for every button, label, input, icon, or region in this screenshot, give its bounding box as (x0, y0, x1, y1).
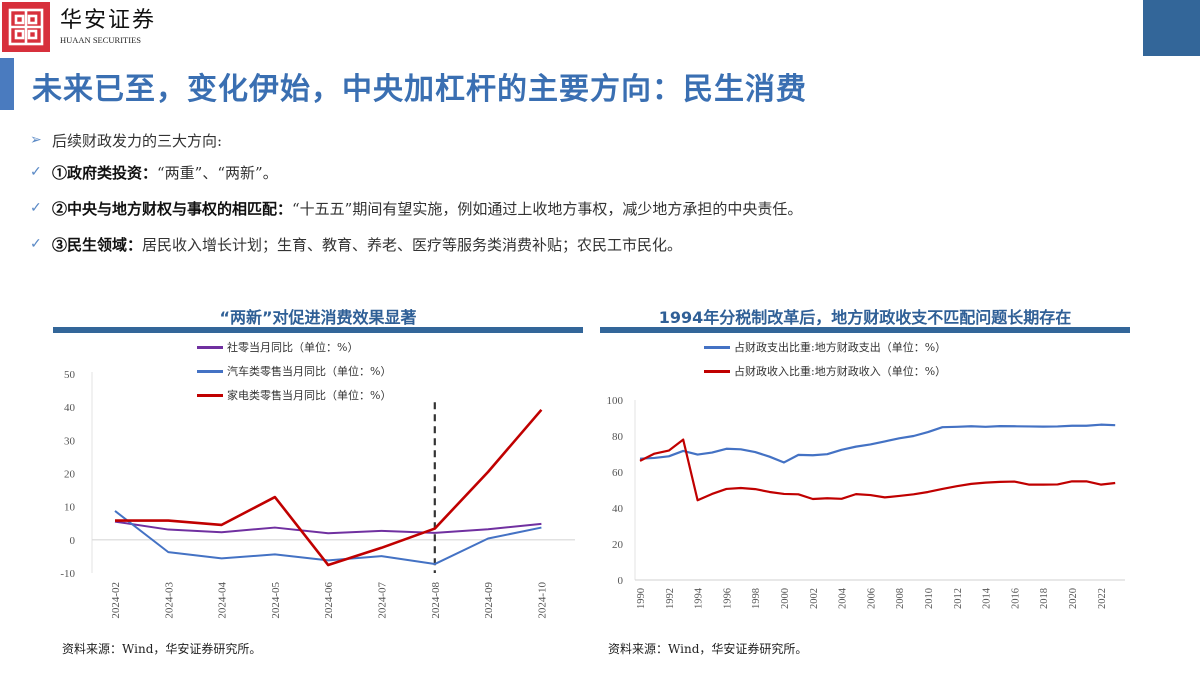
svg-text:60: 60 (612, 467, 624, 479)
svg-text:2024-10: 2024-10 (536, 582, 548, 619)
check-icon: ✓ (30, 164, 42, 180)
legend-swatch-blue (704, 345, 730, 349)
right-chart-source: 资料来源：Wind，华安证券研究所。 (608, 642, 808, 656)
svg-text:2024-06: 2024-06 (323, 582, 335, 619)
legend-label: 汽车类零售当月同比（单位：%） (227, 365, 392, 378)
right-chart-title-rule (600, 327, 1130, 333)
svg-text:2024-02: 2024-02 (110, 582, 122, 619)
svg-text:2024-05: 2024-05 (270, 582, 282, 619)
page-title: 未来已至，变化伊始，中央加杠杆的主要方向：民生消费 (32, 72, 807, 107)
svg-text:80: 80 (612, 431, 624, 443)
legend-item: 占财政支出比重:地方财政支出（单位：%） (704, 335, 946, 359)
series-line (115, 408, 543, 567)
bullet-item-text: “十五五”期间有望实施，例如通过上收地方事权，减少地方承担的中央责任。 (292, 199, 803, 218)
legend-item: 家电类零售当月同比（单位：%） (197, 383, 391, 407)
legend-swatch-purple (197, 345, 223, 349)
svg-text:1990: 1990 (636, 588, 647, 609)
check-icon: ✓ (30, 236, 42, 252)
legend-label: 社零当月同比（单位：%） (227, 341, 359, 354)
svg-text:30: 30 (64, 435, 76, 447)
bullet-list: ➢ 后续财政发力的三大方向: ✓ ①政府类投资： “两重”、“两新”。 ✓ ②中… (30, 126, 802, 262)
left-chart-title-rule (53, 327, 583, 333)
bullet-item-heading: ②中央与地方财权与事权的相匹配： (52, 199, 293, 218)
bullet-intro-text: 后续财政发力的三大方向: (52, 131, 223, 150)
legend-label: 占财政收入比重:地方财政收入（单位：%） (734, 365, 947, 378)
svg-text:2018: 2018 (1039, 588, 1050, 609)
bullet-item-heading: ③民生领域： (52, 235, 143, 254)
bullet-intro: ➢ 后续财政发力的三大方向: (30, 126, 802, 154)
svg-text:2016: 2016 (1010, 588, 1021, 609)
svg-text:2024-07: 2024-07 (377, 582, 389, 619)
svg-text:100: 100 (607, 395, 624, 407)
right-chart-title: 1994年分税制改革后，地方财政收支不匹配问题长期存在 (658, 308, 1072, 327)
bullet-item: ✓ ①政府类投资： “两重”、“两新”。 (30, 154, 802, 190)
right-chart-plot: 0 20 40 60 80 100 1990 1992 1994 1996 1998 2000 2002… (607, 395, 1125, 609)
svg-text:2024-09: 2024-09 (483, 582, 495, 619)
svg-text:2022: 2022 (1097, 588, 1108, 609)
svg-text:10: 10 (64, 502, 76, 514)
svg-text:50: 50 (64, 369, 76, 381)
svg-text:2010: 2010 (924, 588, 935, 609)
company-logo: 华安证券 HUAAN SECURITIES (2, 2, 162, 52)
svg-text:2008: 2008 (895, 588, 906, 609)
legend-swatch-red (197, 393, 223, 397)
check-icon: ✓ (30, 200, 42, 216)
right-chart-legend: 占财政支出比重:地方财政支出（单位：%） 占财政收入比重:地方财政收入（单位：%… (704, 335, 946, 383)
legend-item: 占财政收入比重:地方财政收入（单位：%） (704, 359, 946, 383)
svg-text:40: 40 (64, 402, 76, 414)
title-accent-bar (0, 58, 14, 110)
bullet-item-heading: ①政府类投资： (52, 163, 158, 182)
svg-text:2000: 2000 (780, 588, 791, 609)
corner-accent-block (1143, 0, 1200, 56)
left-chart-source: 资料来源：Wind，华安证券研究所。 (62, 642, 262, 656)
svg-text:0: 0 (618, 575, 624, 587)
left-chart-plot: -10 0 10 20 30 40 50 2024-02 2024-03 2024-04 2024-… (60, 369, 575, 619)
svg-text:20: 20 (64, 469, 76, 481)
series-line (639, 438, 1116, 502)
svg-text:1996: 1996 (722, 588, 733, 609)
bullet-item-text: 居民收入增长计划；生育、教育、养老、医疗等服务类消费补贴；农民工市民化。 (142, 235, 683, 254)
svg-text:1998: 1998 (751, 588, 762, 609)
svg-text:2012: 2012 (953, 588, 964, 609)
legend-item: 汽车类零售当月同比（单位：%） (197, 359, 391, 383)
svg-text:40: 40 (612, 503, 624, 515)
svg-text:-10: -10 (60, 568, 75, 580)
svg-text:2024-04: 2024-04 (217, 582, 229, 619)
series-line (114, 510, 542, 566)
logo-english-name: HUAAN SECURITIES (60, 35, 141, 45)
svg-text:2004: 2004 (838, 587, 849, 609)
legend-label: 占财政支出比重:地方财政支出（单位：%） (734, 341, 947, 354)
svg-text:2006: 2006 (866, 588, 877, 609)
left-chart-title: “两新”对促进消费效果显著 (219, 308, 417, 327)
series-line (114, 520, 542, 535)
svg-text:2020: 2020 (1068, 588, 1079, 609)
svg-text:2002: 2002 (809, 588, 820, 609)
series-line (639, 423, 1116, 464)
svg-text:2024-08: 2024-08 (430, 582, 442, 619)
legend-swatch-red (704, 369, 730, 373)
logo-chinese-name: 华安证券 (60, 8, 157, 33)
svg-text:1992: 1992 (665, 588, 676, 609)
legend-label: 家电类零售当月同比（单位：%） (227, 389, 392, 402)
bullet-item: ✓ ③民生领域： 居民收入增长计划；生育、教育、养老、医疗等服务类消费补贴；农民… (30, 226, 802, 262)
logo-mark-icon (2, 2, 50, 52)
bullet-item: ✓ ②中央与地方财权与事权的相匹配： “十五五”期间有望实施，例如通过上收地方事… (30, 190, 802, 226)
left-chart-legend: 社零当月同比（单位：%） 汽车类零售当月同比（单位：%） 家电类零售当月同比（单… (197, 335, 391, 407)
legend-swatch-blue (197, 369, 223, 373)
bullet-item-text: “两重”、“两新”。 (157, 163, 278, 182)
svg-text:1994: 1994 (694, 587, 705, 609)
arrow-bullet-icon: ➢ (30, 132, 42, 148)
svg-text:2014: 2014 (982, 587, 993, 609)
svg-text:2024-03: 2024-03 (163, 582, 175, 619)
legend-item: 社零当月同比（单位：%） (197, 335, 391, 359)
svg-text:0: 0 (70, 535, 76, 547)
svg-text:20: 20 (612, 539, 624, 551)
